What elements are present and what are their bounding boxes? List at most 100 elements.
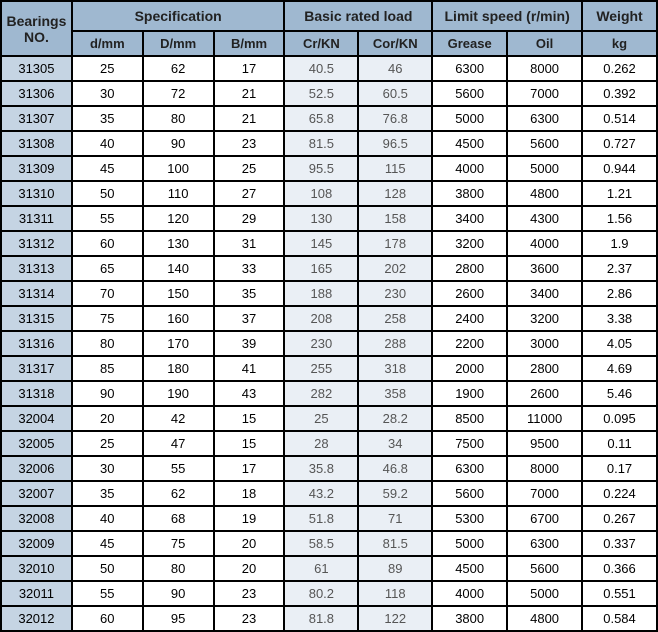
table-row: 3130525621740.546630080000.262 xyxy=(1,56,657,81)
cell-oil: 5000 xyxy=(507,156,582,181)
cell-oil: 2600 xyxy=(507,381,582,406)
cell-cor: 34 xyxy=(358,431,432,456)
cell-cr: 130 xyxy=(284,206,358,231)
cell-B: 21 xyxy=(214,81,285,106)
table-row: 3130735802165.876.8500063000.514 xyxy=(1,106,657,131)
header-grease: Grease xyxy=(432,31,507,56)
cell-D: 180 xyxy=(143,356,214,381)
cell-weight: 0.944 xyxy=(582,156,657,181)
cell-d: 30 xyxy=(72,456,143,481)
cell-weight: 0.584 xyxy=(582,606,657,631)
cell-oil: 6300 xyxy=(507,106,582,131)
table-row: 3130840902381.596.5450056000.727 xyxy=(1,131,657,156)
cell-cor: 76.8 xyxy=(358,106,432,131)
cell-grease: 5300 xyxy=(432,506,507,531)
cell-cor: 122 xyxy=(358,606,432,631)
cell-grease: 5600 xyxy=(432,81,507,106)
table-row: 320105080206189450056000.366 xyxy=(1,556,657,581)
table-body: 3130525621740.546630080000.2623130630722… xyxy=(1,56,657,631)
cell-grease: 3200 xyxy=(432,231,507,256)
table-row: 3201155902380.2118400050000.551 xyxy=(1,581,657,606)
cell-d: 30 xyxy=(72,81,143,106)
cell-B: 20 xyxy=(214,556,285,581)
cell-D: 190 xyxy=(143,381,214,406)
cell-bearing-no: 31309 xyxy=(1,156,72,181)
cell-oil: 4800 xyxy=(507,606,582,631)
header-kg: kg xyxy=(582,31,657,56)
cell-grease: 3800 xyxy=(432,606,507,631)
table-row: 313136514033165202280036002.37 xyxy=(1,256,657,281)
cell-oil: 5600 xyxy=(507,131,582,156)
cell-weight: 1.21 xyxy=(582,181,657,206)
cell-bearing-no: 32007 xyxy=(1,481,72,506)
header-speed: Limit speed (r/min) xyxy=(432,1,582,31)
cell-d: 80 xyxy=(72,331,143,356)
cell-d: 70 xyxy=(72,281,143,306)
header-weight: Weight xyxy=(582,1,657,31)
cell-D: 62 xyxy=(143,56,214,81)
cell-cor: 158 xyxy=(358,206,432,231)
cell-B: 27 xyxy=(214,181,285,206)
cell-cr: 43.2 xyxy=(284,481,358,506)
cell-grease: 4000 xyxy=(432,581,507,606)
header-cor: Cor/KN xyxy=(358,31,432,56)
cell-B: 19 xyxy=(214,506,285,531)
cell-cor: 28.2 xyxy=(358,406,432,431)
cell-oil: 11000 xyxy=(507,406,582,431)
cell-bearing-no: 32005 xyxy=(1,431,72,456)
cell-weight: 4.69 xyxy=(582,356,657,381)
cell-weight: 0.727 xyxy=(582,131,657,156)
table-row: 313105011027108128380048001.21 xyxy=(1,181,657,206)
cell-cr: 282 xyxy=(284,381,358,406)
cell-cor: 358 xyxy=(358,381,432,406)
cell-cor: 118 xyxy=(358,581,432,606)
cell-B: 17 xyxy=(214,456,285,481)
table-row: 31309451002595.5115400050000.944 xyxy=(1,156,657,181)
cell-grease: 6300 xyxy=(432,56,507,81)
cell-cr: 65.8 xyxy=(284,106,358,131)
cell-D: 62 xyxy=(143,481,214,506)
cell-weight: 5.46 xyxy=(582,381,657,406)
cell-grease: 2000 xyxy=(432,356,507,381)
cell-oil: 4800 xyxy=(507,181,582,206)
cell-weight: 0.262 xyxy=(582,56,657,81)
cell-cr: 81.8 xyxy=(284,606,358,631)
cell-B: 23 xyxy=(214,606,285,631)
header-bearings: Bearings NO. xyxy=(1,1,72,56)
cell-weight: 0.337 xyxy=(582,531,657,556)
table-row: 3200735621843.259.2560070000.224 xyxy=(1,481,657,506)
cell-cr: 255 xyxy=(284,356,358,381)
cell-bearing-no: 31312 xyxy=(1,231,72,256)
table-row: 313115512029130158340043001.56 xyxy=(1,206,657,231)
cell-cor: 178 xyxy=(358,231,432,256)
cell-cor: 46 xyxy=(358,56,432,81)
cell-grease: 4000 xyxy=(432,156,507,181)
cell-d: 75 xyxy=(72,306,143,331)
header-spec: Specification xyxy=(72,1,285,31)
cell-d: 45 xyxy=(72,531,143,556)
cell-d: 35 xyxy=(72,106,143,131)
cell-B: 21 xyxy=(214,106,285,131)
cell-B: 25 xyxy=(214,156,285,181)
table-row: 3130630722152.560.5560070000.392 xyxy=(1,81,657,106)
table-row: 3200840681951.871530067000.267 xyxy=(1,506,657,531)
cell-B: 33 xyxy=(214,256,285,281)
table-row: 313126013031145178320040001.9 xyxy=(1,231,657,256)
cell-d: 60 xyxy=(72,606,143,631)
cell-cr: 52.5 xyxy=(284,81,358,106)
cell-B: 37 xyxy=(214,306,285,331)
cell-cor: 288 xyxy=(358,331,432,356)
cell-D: 42 xyxy=(143,406,214,431)
cell-cor: 258 xyxy=(358,306,432,331)
cell-weight: 0.392 xyxy=(582,81,657,106)
cell-cor: 230 xyxy=(358,281,432,306)
cell-weight: 0.514 xyxy=(582,106,657,131)
header-cr: Cr/KN xyxy=(284,31,358,56)
cell-bearing-no: 32004 xyxy=(1,406,72,431)
cell-cr: 188 xyxy=(284,281,358,306)
cell-D: 75 xyxy=(143,531,214,556)
cell-grease: 2800 xyxy=(432,256,507,281)
cell-D: 160 xyxy=(143,306,214,331)
cell-B: 18 xyxy=(214,481,285,506)
cell-bearing-no: 31306 xyxy=(1,81,72,106)
